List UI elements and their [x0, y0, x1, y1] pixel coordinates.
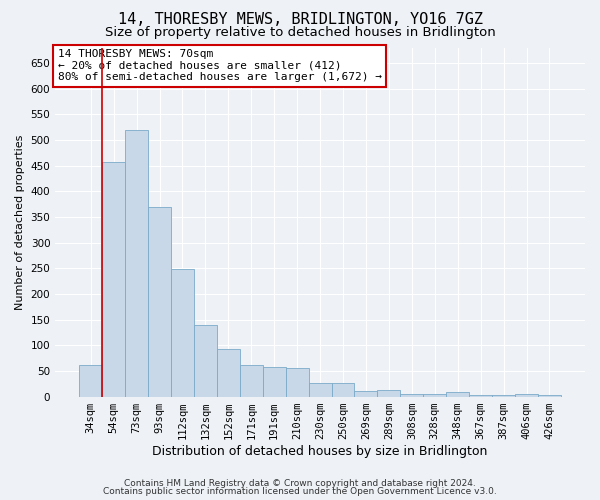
Bar	[446, 392, 469, 396]
Text: Size of property relative to detached houses in Bridlington: Size of property relative to detached ho…	[104, 26, 496, 39]
Bar	[263, 367, 286, 396]
Bar	[423, 394, 446, 396]
Text: 14 THORESBY MEWS: 70sqm
← 20% of detached houses are smaller (412)
80% of semi-d: 14 THORESBY MEWS: 70sqm ← 20% of detache…	[58, 49, 382, 82]
Bar	[400, 394, 423, 396]
Bar	[286, 368, 308, 396]
Bar	[332, 383, 355, 396]
Bar	[194, 324, 217, 396]
Text: Contains HM Land Registry data © Crown copyright and database right 2024.: Contains HM Land Registry data © Crown c…	[124, 478, 476, 488]
Bar	[102, 162, 125, 396]
Bar	[538, 395, 561, 396]
Bar	[492, 395, 515, 396]
Bar	[240, 365, 263, 396]
Bar	[79, 365, 102, 396]
Bar	[125, 130, 148, 396]
Bar	[515, 394, 538, 396]
X-axis label: Distribution of detached houses by size in Bridlington: Distribution of detached houses by size …	[152, 444, 488, 458]
Y-axis label: Number of detached properties: Number of detached properties	[15, 134, 25, 310]
Text: Contains public sector information licensed under the Open Government Licence v3: Contains public sector information licen…	[103, 487, 497, 496]
Bar	[308, 383, 332, 396]
Bar	[355, 391, 377, 396]
Bar	[171, 270, 194, 396]
Text: 14, THORESBY MEWS, BRIDLINGTON, YO16 7GZ: 14, THORESBY MEWS, BRIDLINGTON, YO16 7GZ	[118, 12, 482, 28]
Bar	[469, 394, 492, 396]
Bar	[148, 206, 171, 396]
Bar	[377, 390, 400, 396]
Bar	[217, 349, 240, 397]
